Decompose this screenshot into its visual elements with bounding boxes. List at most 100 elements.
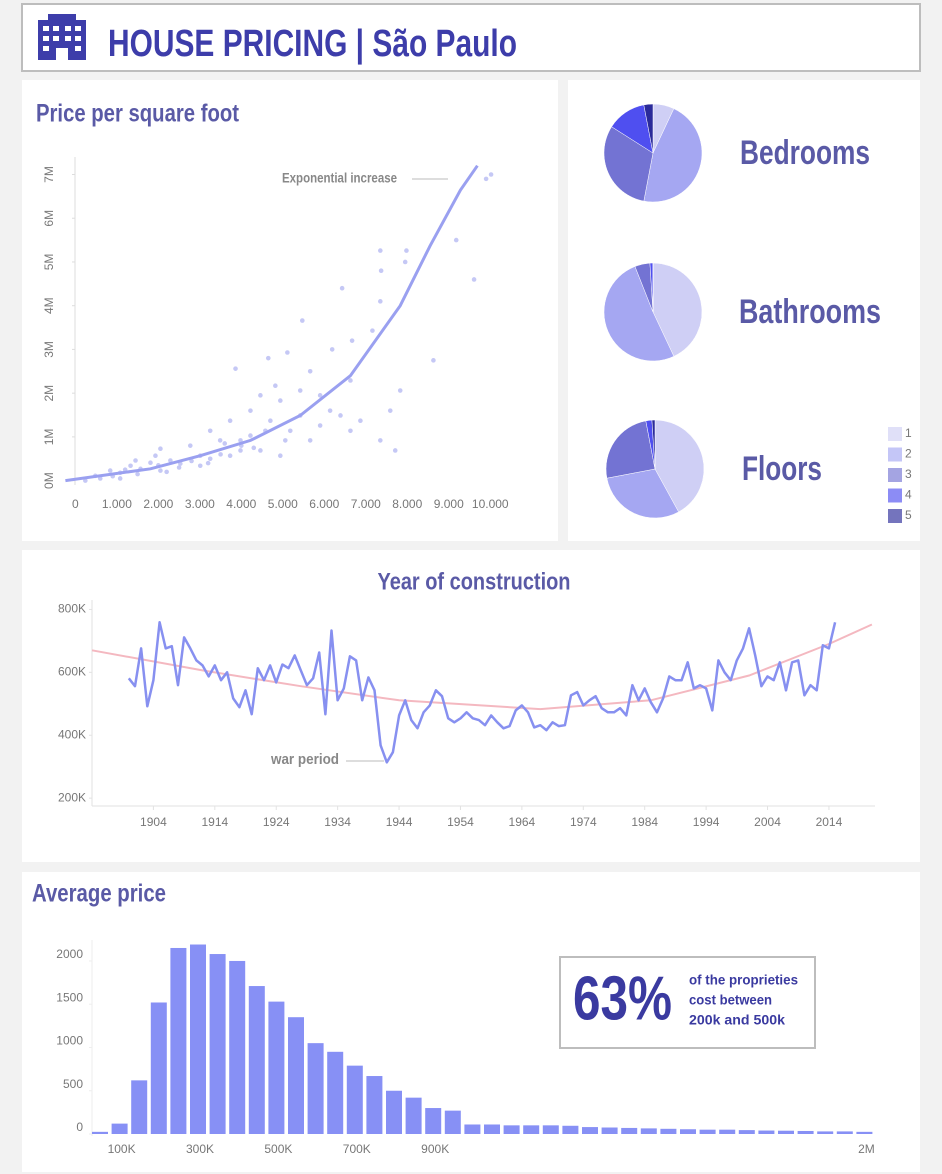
point (297, 388, 303, 393)
line (127, 621, 837, 764)
x-tick-label: 4.000 (226, 497, 256, 511)
pie-label: Floors (742, 450, 822, 488)
point (287, 428, 293, 434)
x-tick-label: 500K (264, 1142, 292, 1156)
point (158, 468, 163, 473)
x-tick-label: 7.000 (351, 497, 381, 511)
point (227, 418, 233, 424)
bar (346, 1065, 363, 1134)
bar (268, 1001, 285, 1134)
x-tick-label: 1904 (140, 815, 167, 829)
bar (699, 1129, 716, 1134)
x-tick-label: 1964 (509, 815, 536, 829)
legend-swatch (888, 509, 902, 523)
point (370, 328, 375, 333)
x-tick-label: 2014 (816, 815, 843, 829)
legend-label: 1 (905, 426, 912, 440)
kpi-text: cost between (689, 992, 772, 1008)
legend-swatch (888, 488, 902, 503)
bar (621, 1127, 638, 1134)
chart-title: Average price (32, 880, 166, 908)
bar (190, 944, 206, 1134)
pie-slice (603, 266, 675, 362)
bar (248, 986, 265, 1134)
bar (582, 1127, 598, 1134)
annotation: war period (270, 751, 339, 768)
x-tick-label: 1974 (570, 815, 597, 829)
y-tick-label: 7M (42, 166, 56, 183)
point (349, 338, 355, 343)
y-tick-label: 400K (58, 727, 86, 741)
x-tick-label: 1934 (324, 815, 351, 829)
point (265, 355, 271, 361)
point (397, 388, 403, 393)
bar (856, 1131, 873, 1134)
bar (386, 1090, 402, 1134)
pie-slice (643, 103, 654, 154)
x-tick-label: 2.000 (143, 497, 173, 511)
y-tick-label: 2M (42, 385, 56, 402)
trend-line (91, 623, 873, 711)
pie-slice (652, 262, 703, 357)
point (238, 448, 243, 453)
point (268, 418, 273, 424)
y-tick-label: 600K (58, 665, 86, 679)
point (488, 172, 494, 177)
point (392, 448, 398, 453)
legend-label: 5 (905, 508, 912, 522)
page-title: HOUSE PRICING | São Paulo (108, 23, 517, 65)
pie-slice (605, 420, 656, 479)
bar (405, 1097, 422, 1134)
point (329, 347, 335, 352)
legend-label: 2 (905, 447, 912, 461)
point (358, 418, 363, 424)
bar (738, 1130, 755, 1134)
bar (680, 1129, 696, 1134)
chart-title: Year of construction (378, 568, 571, 595)
pie-label: Bathrooms (739, 293, 881, 331)
point (218, 452, 223, 457)
x-tick-label: 10.000 (472, 497, 509, 511)
point (164, 469, 169, 475)
x-tick-label: 1984 (631, 815, 658, 829)
point (404, 248, 409, 253)
y-tick-label: 200K (58, 790, 86, 804)
y-tick-label: 5M (42, 254, 56, 271)
point (278, 453, 283, 458)
y-tick-label: 4M (42, 297, 56, 314)
point (217, 438, 223, 443)
point (153, 453, 158, 458)
point (273, 383, 278, 389)
annotation: Exponential increase (282, 170, 397, 186)
x-tick-label: 3.000 (185, 497, 215, 511)
point (117, 476, 123, 481)
bar (229, 960, 246, 1134)
point (339, 285, 345, 291)
x-tick-label: 300K (186, 1142, 214, 1156)
point (197, 463, 203, 469)
point (187, 443, 193, 448)
x-tick-label: 8.000 (392, 497, 422, 511)
point (378, 268, 384, 274)
x-tick-label: 0 (72, 497, 79, 511)
y-tick-label: 0M (42, 472, 56, 489)
point (317, 393, 323, 398)
legend-swatch (888, 427, 902, 441)
bar (778, 1130, 794, 1134)
pie-slice (651, 419, 656, 470)
point (258, 393, 263, 398)
legend-label: 3 (905, 467, 912, 481)
y-tick-label: 1M (42, 429, 56, 446)
legend-swatch (888, 468, 902, 482)
bar (640, 1128, 657, 1134)
x-tick-label: 9.000 (434, 497, 464, 511)
pie-label: Bedrooms (740, 134, 870, 172)
point (402, 259, 408, 265)
kpi-text: 200k and 500k (689, 1012, 785, 1028)
bar (209, 954, 226, 1134)
bar (425, 1108, 442, 1134)
point (148, 460, 153, 465)
point (431, 358, 436, 363)
